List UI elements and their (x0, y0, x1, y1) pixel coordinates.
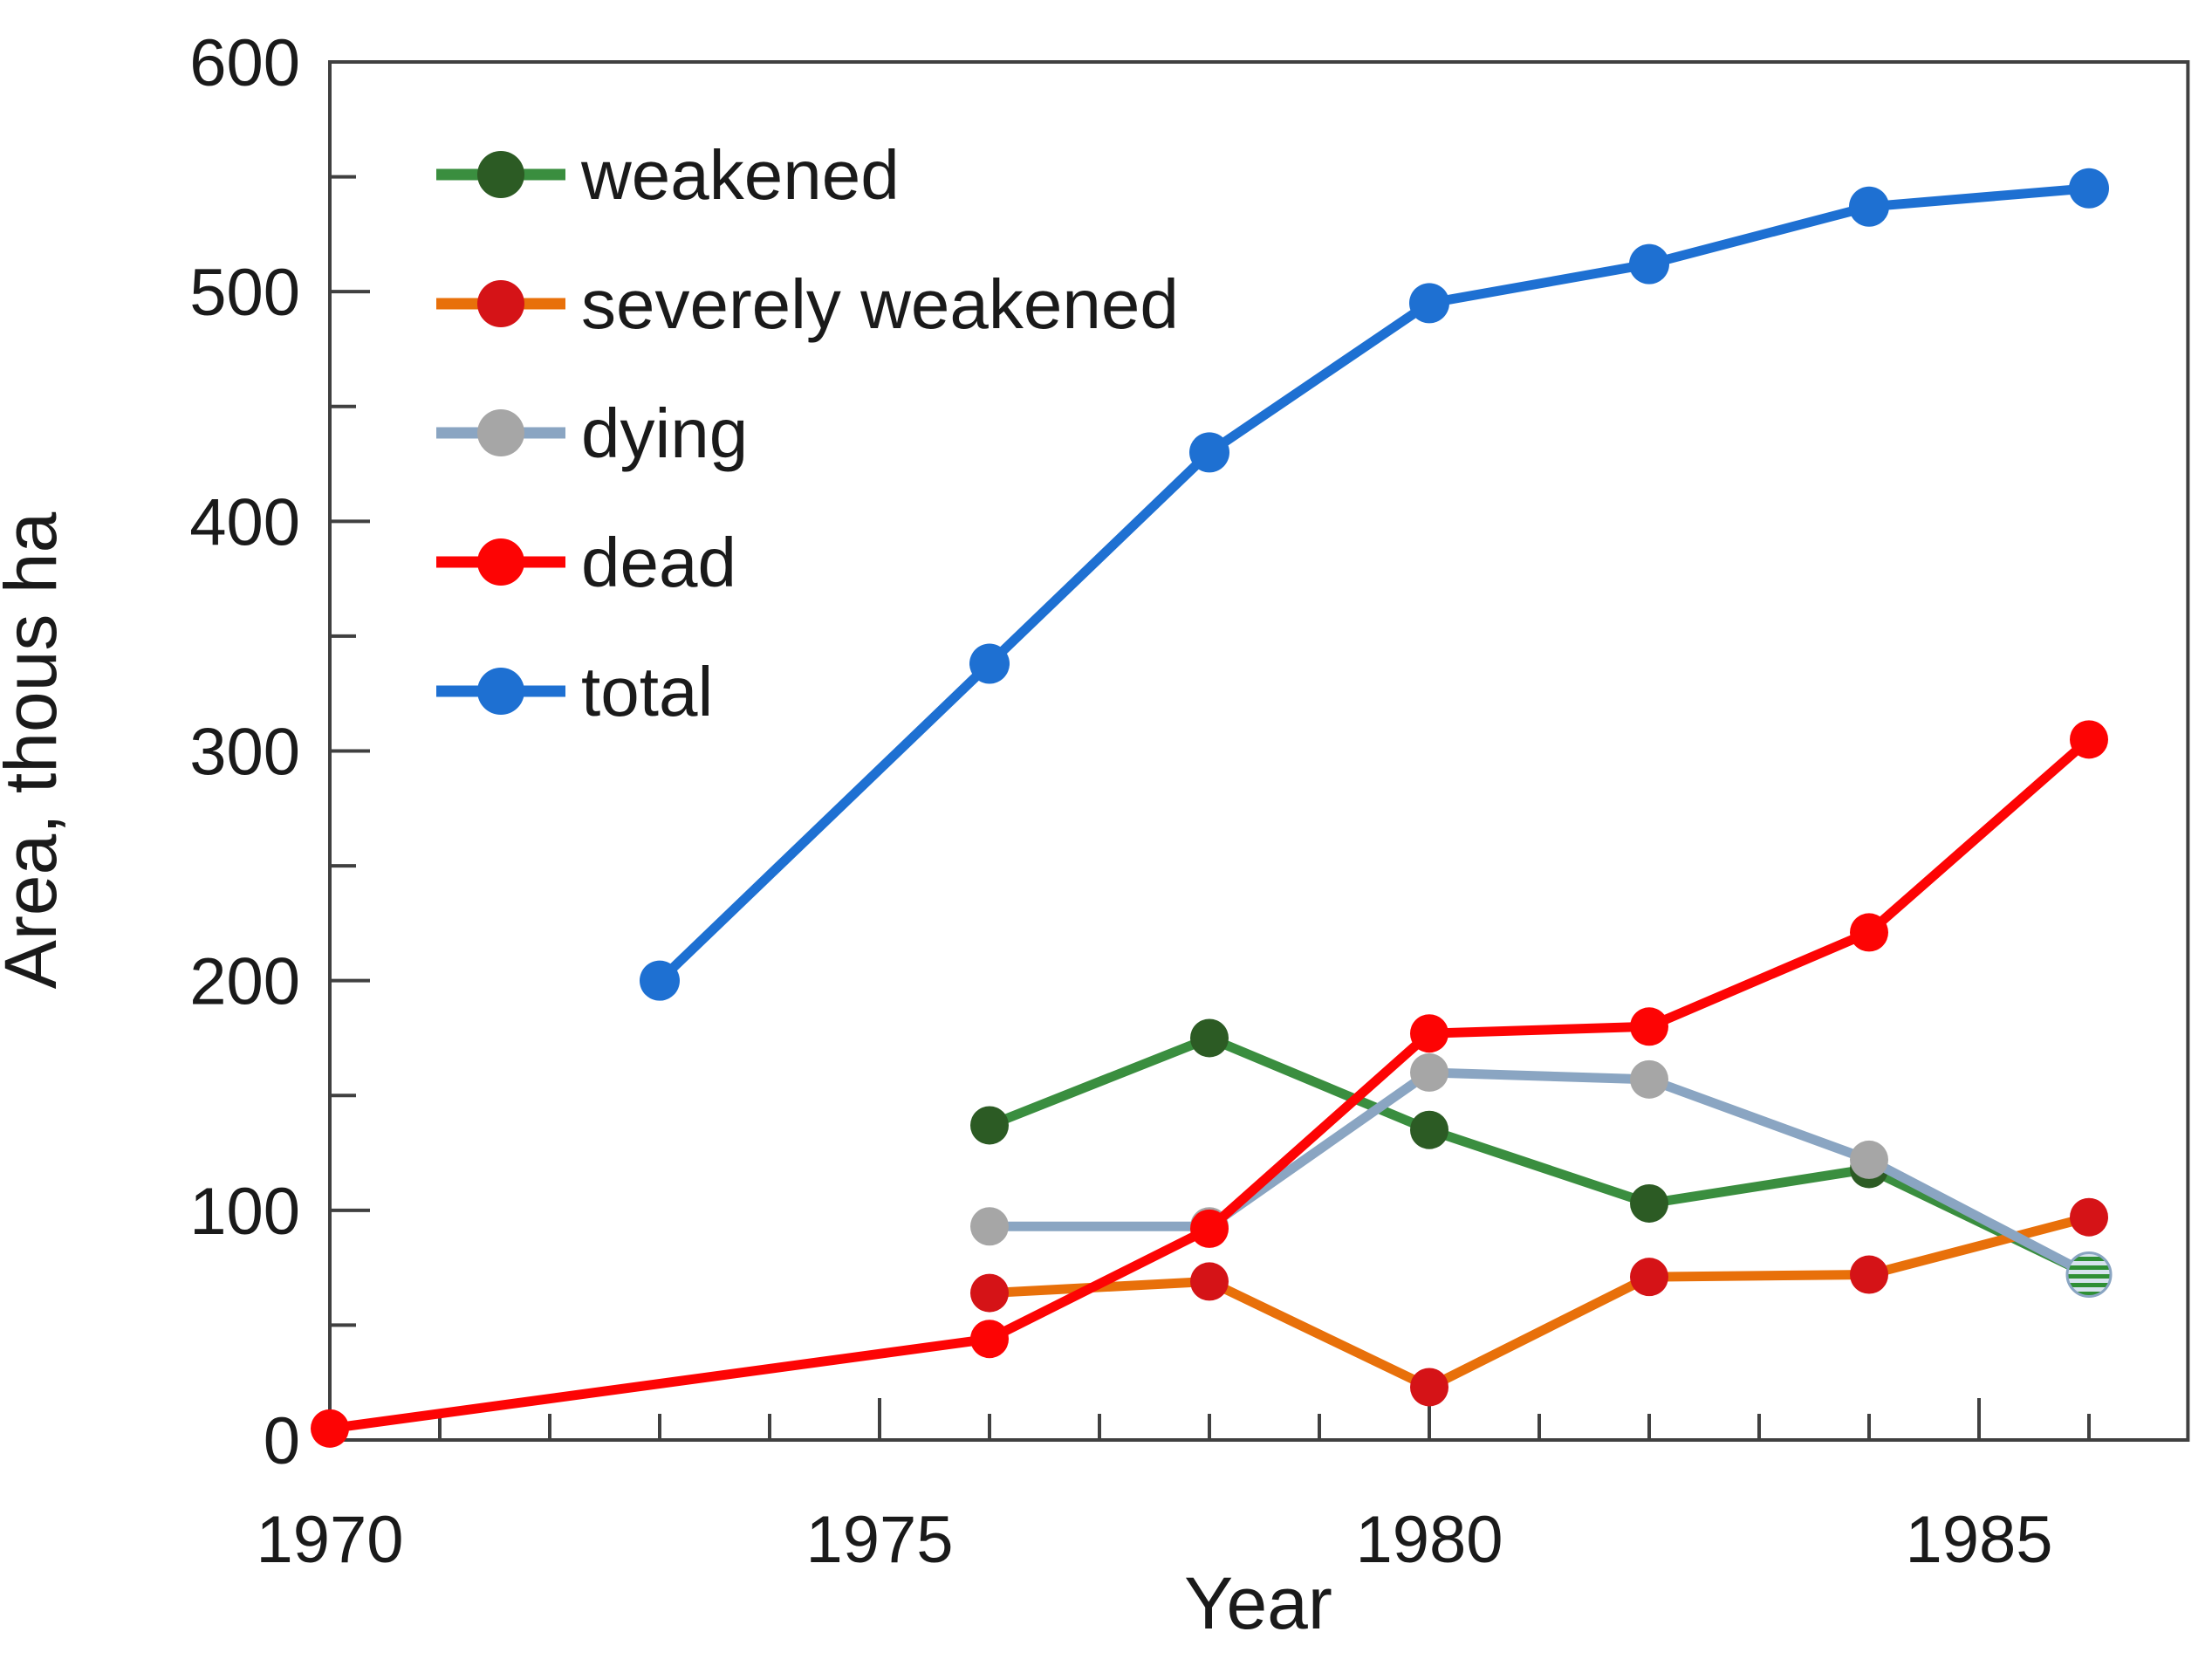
marker-severely-weakened (1630, 1258, 1668, 1297)
marker-dying (970, 1207, 1009, 1246)
marker-weakened (1410, 1110, 1448, 1149)
marker-dead (2070, 720, 2108, 759)
marker-total (969, 643, 1010, 684)
marker-merged-weakened-dying (2065, 1251, 2113, 1299)
marker-total (1409, 283, 1449, 324)
marker-weakened (970, 1106, 1009, 1145)
y-tick-label: 300 (189, 716, 300, 790)
y-tick-label: 500 (189, 256, 300, 330)
y-tick-label: 0 (264, 1404, 300, 1478)
y-tick-label: 400 (189, 485, 300, 559)
y-tick-label: 200 (189, 945, 300, 1019)
x-tick-label: 1980 (1355, 1503, 1503, 1577)
marker-severely-weakened (2070, 1197, 2108, 1237)
marker-dead (970, 1320, 1009, 1359)
y-tick-label: 100 (189, 1175, 300, 1249)
y-axis-title: Area, thous ha (0, 512, 72, 990)
legend-marker-weakened (477, 151, 524, 198)
marker-dead (1410, 1014, 1448, 1053)
marker-severely-weakened (1850, 1255, 1888, 1294)
series-line-severely-weakened (989, 1212, 2091, 1392)
x-axis-title: Year (1184, 1562, 1332, 1644)
marker-severely-weakened (1410, 1368, 1448, 1407)
legend-label-dead: dead (581, 524, 736, 601)
series-line-weakened (987, 1032, 2092, 1279)
x-tick-label: 1970 (256, 1503, 403, 1577)
plot-area: 0 100 200 300 400 500 600 1970 1975 1980 1985 weake… (189, 26, 2190, 1577)
series-line-dead (329, 736, 2092, 1434)
marker-dead (1850, 913, 1888, 952)
y-tick-label: 600 (189, 26, 300, 100)
marker-dying (1630, 1059, 1668, 1099)
marker-dead (1630, 1007, 1668, 1046)
marker-weakened (1630, 1183, 1668, 1223)
marker-severely-weakened (970, 1273, 1009, 1313)
marker-dying (1850, 1140, 1888, 1179)
marker-severely-weakened (1190, 1262, 1229, 1301)
marker-total (2069, 168, 2109, 209)
legend-label-total: total (581, 653, 713, 730)
legend-marker-dead (477, 538, 524, 586)
legend-marker-severely-weakened (477, 280, 524, 327)
legend-label-weakened: weakened (580, 136, 900, 214)
legend-marker-dying (477, 409, 524, 456)
marker-total (640, 960, 680, 1001)
x-tick-label: 1975 (805, 1503, 953, 1577)
marker-dead (311, 1409, 349, 1448)
legend-label-severely-weakened: severely weakened (581, 265, 1179, 343)
marker-dying (1410, 1052, 1448, 1092)
series-line-dying (990, 1067, 2092, 1279)
x-tick-label: 1985 (1905, 1503, 2052, 1577)
marker-weakened (1190, 1018, 1229, 1058)
marker-total (1849, 186, 1889, 227)
legend-label-dying: dying (581, 394, 748, 472)
legend-marker-total (477, 668, 524, 715)
marker-dead (1190, 1209, 1229, 1248)
marker-total (1189, 432, 1229, 473)
marker-total (1629, 243, 1669, 285)
